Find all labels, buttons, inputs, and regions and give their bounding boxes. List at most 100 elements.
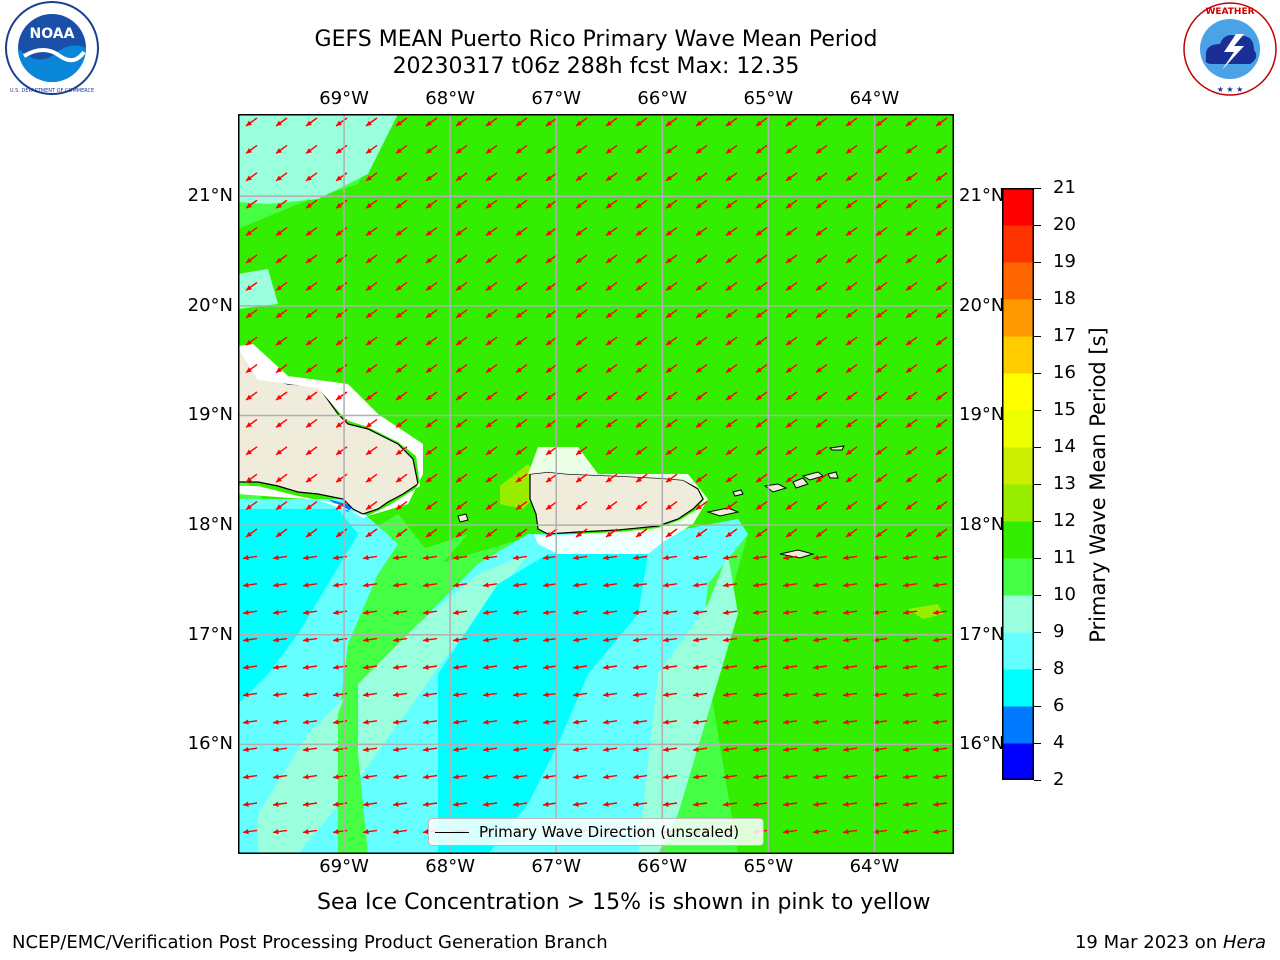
wave-arrow-head: [243, 801, 249, 807]
wave-arrow-head: [726, 504, 732, 510]
wave-arrow-head: [816, 202, 822, 209]
wave-arrow-head: [543, 582, 549, 588]
footer-branch: NCEP/EMC/Verification Post Processing Pr…: [12, 932, 608, 953]
wave-arrow-head: [606, 367, 612, 373]
wave-arrow-head: [426, 449, 432, 455]
wave-arrow-head: [906, 120, 912, 126]
wave-arrow-head: [933, 774, 939, 780]
wave-arrow-head: [516, 285, 522, 291]
wave-arrow-head: [786, 230, 792, 236]
wave-arrow-head: [846, 285, 852, 291]
wave-arrow-head: [453, 637, 459, 643]
wave-arrow-head: [396, 449, 402, 455]
wave-arrow-head: [843, 829, 849, 835]
lat-label-left: 16°N: [187, 733, 233, 755]
colorbar-tick: [1034, 299, 1041, 300]
wave-arrow-head: [633, 609, 639, 616]
wave-arrow-head: [576, 394, 582, 400]
wave-arrow-head: [603, 664, 609, 670]
wave-arrow-head: [456, 175, 462, 181]
wave-arrow-head: [336, 312, 342, 318]
wave-arrow-head: [336, 422, 342, 428]
wave-arrow-head: [576, 339, 582, 346]
wave-arrow-head: [696, 504, 702, 510]
wave-arrow-head: [696, 285, 702, 291]
wave-arrow-head: [336, 367, 342, 373]
wave-arrow-head: [246, 202, 252, 209]
wave-arrow-head: [393, 719, 399, 725]
wave-arrow-head: [606, 531, 612, 537]
colorbar-tick: [1034, 743, 1041, 744]
wave-arrow-head: [786, 312, 792, 318]
wave-arrow-head: [273, 692, 279, 698]
wave-arrow-head: [363, 692, 369, 698]
wave-arrow-head: [606, 175, 612, 181]
wave-arrow-head: [573, 555, 579, 561]
wave-arrow-head: [366, 312, 372, 318]
wave-arrow-head: [276, 449, 282, 455]
colorbar-tick-label: 12: [1053, 510, 1076, 531]
svg-text:★ ★ ★: ★ ★ ★: [1217, 85, 1244, 94]
colorbar-segment: [1002, 558, 1034, 596]
wave-arrow-head: [873, 664, 879, 670]
wave-arrow-head: [393, 664, 399, 670]
wave-arrow-head: [366, 394, 372, 400]
wave-arrow-head: [696, 531, 702, 537]
wave-arrow-head: [456, 148, 462, 154]
wave-arrow-head: [516, 531, 522, 537]
lon-label-top: 68°W: [425, 88, 475, 109]
period-band-6-8: [238, 509, 648, 854]
wave-arrow-head: [813, 555, 819, 561]
wave-arrow-head: [936, 476, 942, 483]
lon-label-bottom: 65°W: [743, 856, 794, 877]
wave-arrow-head: [873, 746, 879, 753]
wave-arrow-head: [936, 175, 942, 181]
wave-arrow-head: [306, 175, 312, 181]
wave-arrow-head: [576, 312, 582, 318]
wave-arrow-head: [483, 774, 489, 780]
wave-arrow-head: [276, 394, 282, 400]
wave-arrow-head: [813, 692, 819, 698]
wave-arrow-head: [753, 746, 759, 753]
wave-arrow-head: [396, 476, 402, 483]
wave-arrow-head: [873, 801, 879, 807]
wave-arrow-head: [516, 202, 522, 209]
wave-arrow-head: [936, 285, 942, 291]
wave-arrow-head: [786, 394, 792, 400]
colorbar-tick: [1034, 373, 1041, 374]
wave-arrow-head: [636, 312, 642, 318]
wave-arrow-head: [906, 449, 912, 455]
wave-arrow-head: [606, 120, 612, 126]
wave-arrow-head: [576, 504, 582, 510]
wave-arrow-head: [423, 719, 429, 725]
wave-arrow-head: [633, 774, 639, 780]
wave-arrow-head: [303, 719, 309, 725]
wave-arrow-head: [873, 555, 879, 561]
wave-arrow-head: [273, 609, 279, 616]
colorbar-tick: [1034, 447, 1041, 448]
wave-arrow-head: [423, 801, 429, 807]
colorbar-label: Primary Wave Mean Period [s]: [1086, 327, 1110, 643]
wave-direction-arrows: [242, 117, 948, 835]
wave-arrow-head: [273, 582, 279, 588]
colorbar-tick-label: 6: [1053, 695, 1065, 716]
wave-arrow-head: [396, 285, 402, 291]
wave-arrow-head: [876, 504, 882, 510]
wave-arrow-head: [576, 120, 582, 126]
wave-arrow-head: [666, 285, 672, 291]
wave-arrow-head: [846, 394, 852, 400]
wave-arrow-head: [453, 555, 459, 561]
wave-arrow-head: [636, 285, 642, 291]
wave-arrow-head: [423, 664, 429, 670]
wave-arrow-head: [756, 394, 762, 400]
wave-arrow-head: [516, 422, 522, 428]
wave-arrow-head: [366, 230, 372, 236]
wave-arrow-head: [846, 367, 852, 373]
colorbar-segment: [1002, 484, 1034, 522]
wave-arrow-head: [516, 476, 522, 483]
wave-arrow-head: [783, 609, 789, 616]
wave-arrow-head: [696, 394, 702, 400]
wave-arrow-head: [426, 504, 432, 510]
colorbar-tick-label: 20: [1053, 214, 1076, 235]
wave-arrow-head: [906, 285, 912, 291]
